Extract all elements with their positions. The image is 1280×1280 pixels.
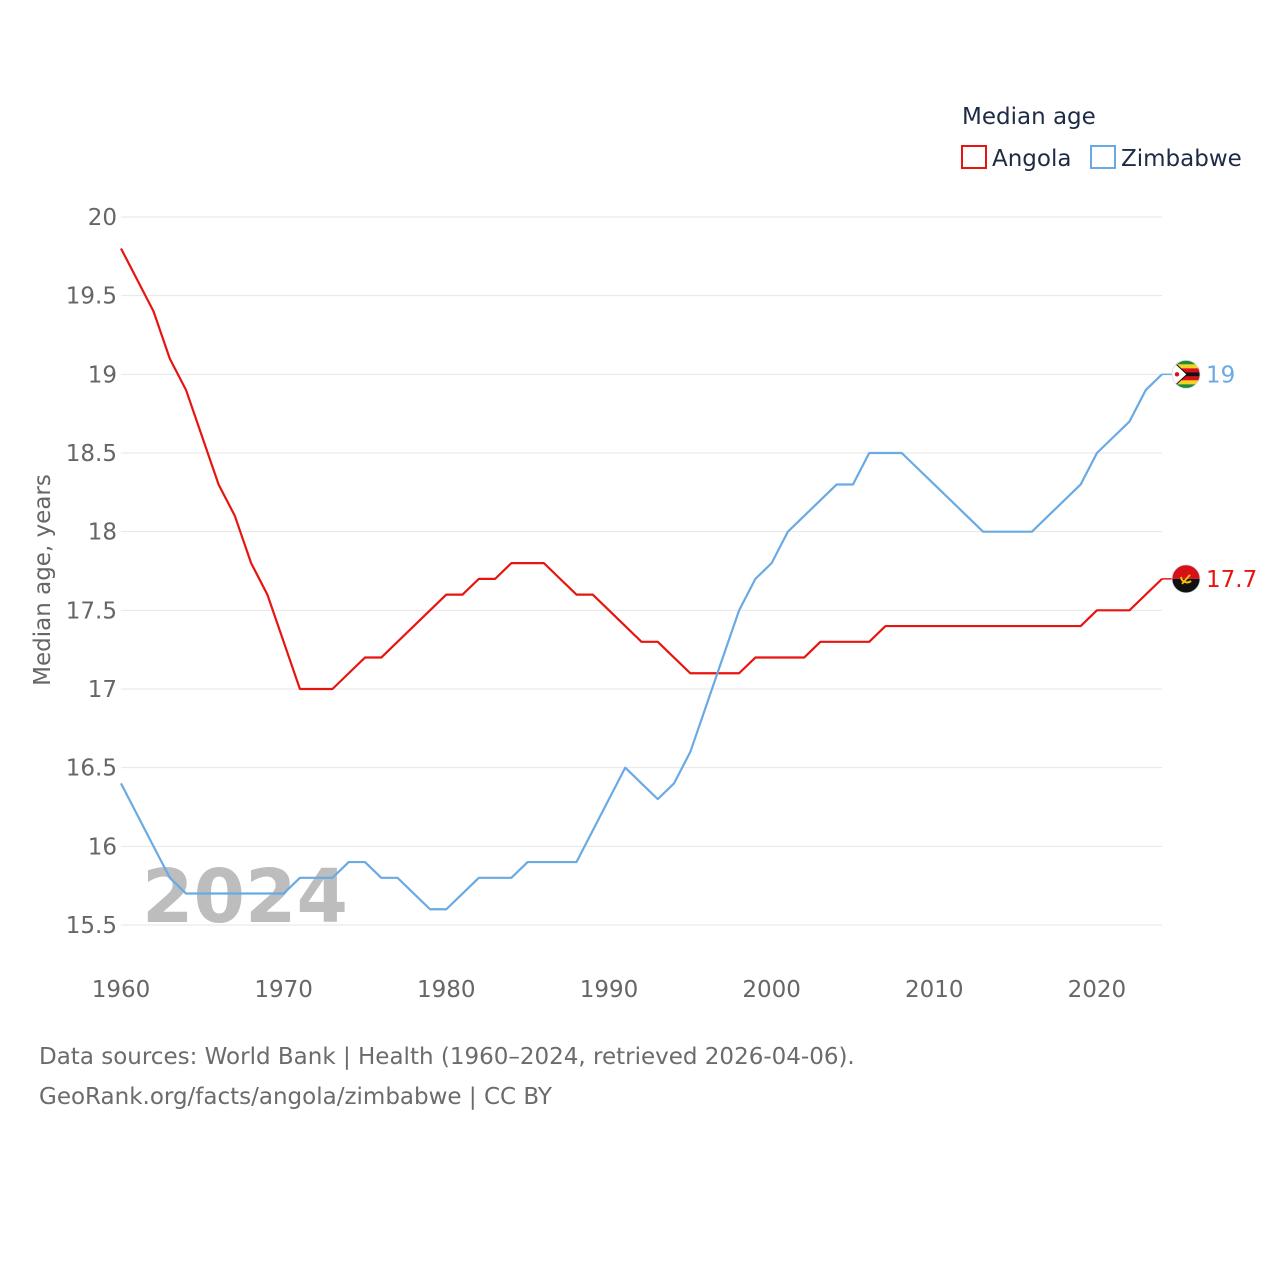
angola-flag-icon [1171, 564, 1201, 594]
series-line-zimbabwe [120, 373, 1163, 911]
x-axis: 1960 1970 1980 1990 2000 2010 2020 [92, 977, 1126, 1003]
gridlines [121, 216, 1162, 926]
y-tick-label: 18.5 [66, 441, 117, 467]
year-watermark: 2024 [142, 854, 348, 940]
y-axis: 15.5 16 16.5 17 17.5 18 18.5 19 19.5 20 [66, 205, 117, 939]
x-tick-label: 2020 [1068, 977, 1127, 1003]
y-axis-label: Median age, years [30, 474, 56, 686]
x-tick-label: 1980 [417, 977, 476, 1003]
x-tick-label: 2000 [742, 977, 801, 1003]
legend-title: Median age [962, 104, 1096, 130]
legend-item-angola[interactable]: Angola [961, 145, 1071, 172]
end-label-angola: 17.7 [1206, 567, 1257, 593]
x-tick-label: 1960 [92, 977, 151, 1003]
y-tick-label: 19.5 [66, 284, 117, 310]
y-tick-label: 19 [88, 362, 117, 388]
series-end-markers: 17.7 19 [1162, 359, 1257, 594]
y-tick-label: 20 [88, 205, 117, 231]
y-tick-label: 17 [88, 677, 117, 703]
y-tick-label: 18 [88, 520, 117, 546]
y-tick-label: 16.5 [66, 756, 117, 782]
y-tick-label: 17.5 [66, 598, 117, 624]
legend-label-angola: Angola [992, 146, 1071, 172]
legend-swatch-zimbabwe [1090, 145, 1116, 169]
end-label-zimbabwe: 19 [1206, 362, 1235, 388]
footer-credit: GeoRank.org/facts/angola/zimbabwe | CC B… [39, 1084, 552, 1110]
footer-sources: Data sources: World Bank | Health (1960–… [39, 1044, 855, 1070]
legend: Median age Angola Zimbabwe [961, 104, 1242, 172]
x-tick-label: 1970 [254, 977, 313, 1003]
legend-item-zimbabwe[interactable]: Zimbabwe [1090, 145, 1242, 172]
y-tick-label: 15.5 [66, 913, 117, 939]
zimbabwe-flag-icon [1171, 359, 1201, 389]
series-line-angola [120, 247, 1163, 691]
legend-swatch-angola [961, 145, 987, 169]
legend-label-zimbabwe: Zimbabwe [1121, 146, 1242, 172]
series-lines [120, 247, 1163, 911]
x-tick-label: 2010 [905, 977, 964, 1003]
x-tick-label: 1990 [580, 977, 639, 1003]
y-tick-label: 16 [88, 834, 117, 860]
